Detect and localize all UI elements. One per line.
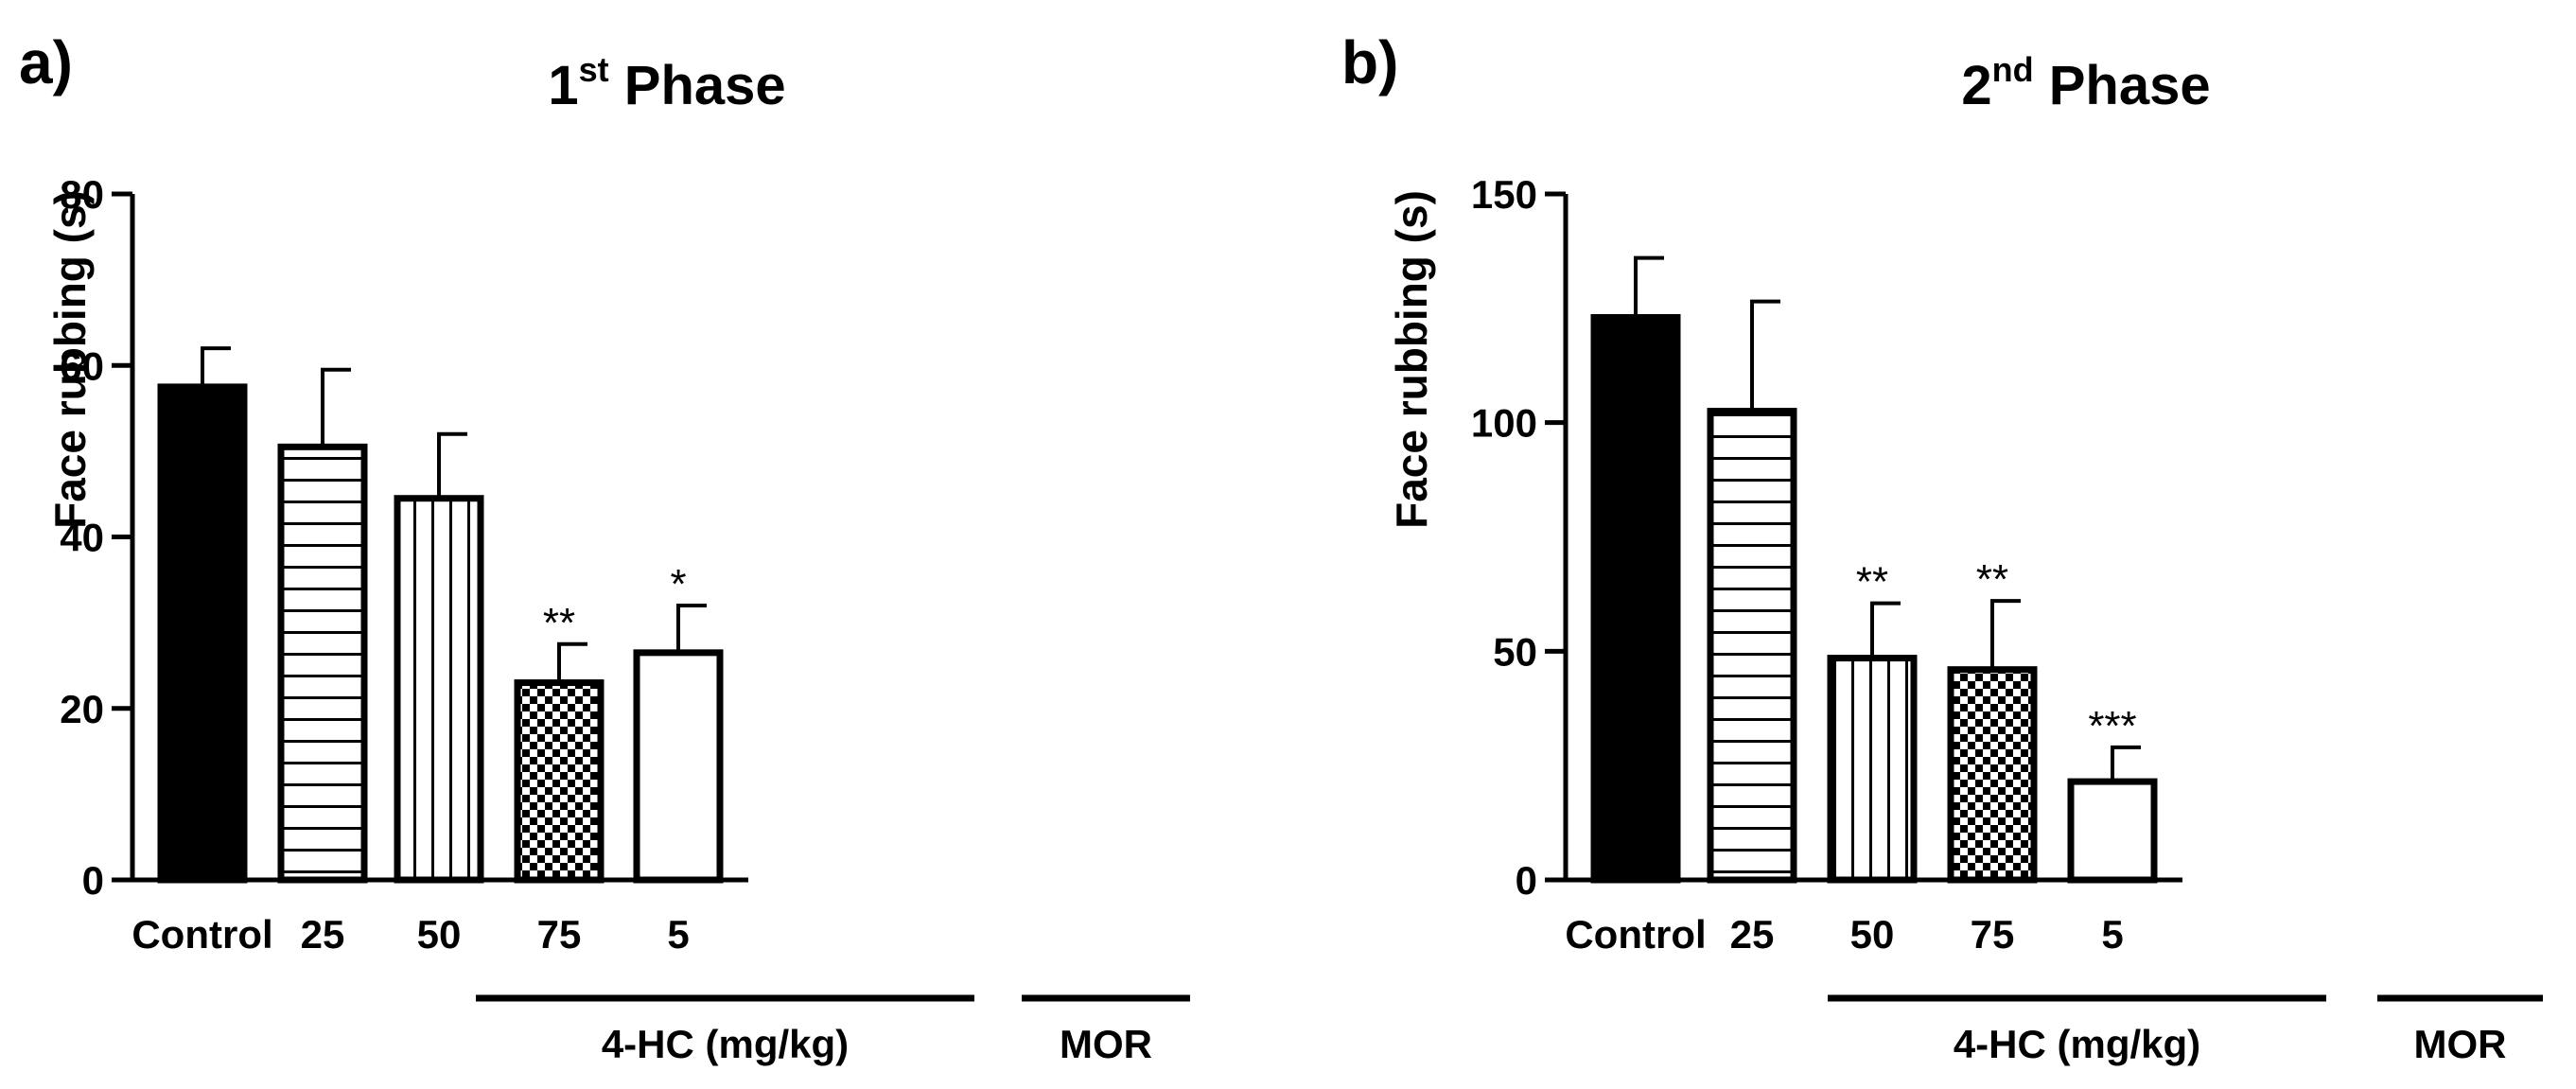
y-tick-label: 150 <box>1471 172 1537 217</box>
panel-title-sup: st <box>579 50 609 89</box>
bar <box>1707 408 1797 884</box>
panel-label: b) <box>1341 28 1398 97</box>
x-tick-label: 50 <box>1850 912 1895 957</box>
group-label: MOR <box>2414 1022 2507 1066</box>
panel-title-rest: Phase <box>609 55 786 116</box>
x-tick-label: 25 <box>1730 912 1775 957</box>
x-tick-label: 50 <box>417 912 462 957</box>
bar <box>514 679 605 884</box>
group-label: 4-HC (mg/kg) <box>602 1022 849 1066</box>
bar <box>1590 314 1681 884</box>
chart-marks: 0 20 40 60 80 Control 25 50 75 ** 5 * 4-HC (mg/kg) MO… <box>60 172 1190 1066</box>
bar <box>2067 778 2158 884</box>
significance-label: * <box>670 561 686 607</box>
panel-title-main: 1 <box>548 55 578 116</box>
bar <box>394 495 484 884</box>
bar <box>633 649 724 884</box>
x-tick-label: 75 <box>537 912 582 957</box>
y-tick-label: 20 <box>60 687 104 731</box>
group-label: MOR <box>1060 1022 1152 1066</box>
significance-label: ** <box>1976 556 2008 603</box>
bar <box>277 443 368 884</box>
chart-marks: 0 50 100 150 Control 25 50 ** 75 ** 5 *** 4-HC (mg/k… <box>1471 172 2543 1066</box>
bar <box>1827 655 1918 884</box>
x-tick-label: 75 <box>1971 912 2015 957</box>
x-tick-label: Control <box>131 912 272 957</box>
panel-title-sup: nd <box>1992 50 2034 89</box>
x-tick-label: Control <box>1565 912 1706 957</box>
panel-b: b) 2nd Phase Face rubbing (s) 0 50 100 150 C… <box>1341 28 2543 1066</box>
x-tick-label: 5 <box>2101 912 2123 957</box>
x-tick-label: 5 <box>667 912 689 957</box>
y-tick-label: 0 <box>1516 858 1537 903</box>
panel-title: 2nd Phase <box>1961 50 2210 116</box>
y-tick-label: 80 <box>60 172 104 217</box>
y-axis-label: Face rubbing (s) <box>1387 190 1436 529</box>
y-tick-label: 40 <box>60 516 104 560</box>
y-tick-label: 60 <box>60 343 104 388</box>
significance-label: ** <box>1856 559 1888 606</box>
panel-a: a) 1st Phase Face rubbing (s) 0 20 40 60 80 C… <box>19 28 1190 1066</box>
y-axis-label: Face rubbing (s) <box>45 190 95 529</box>
panel-label: a) <box>19 28 73 97</box>
group-label: 4-HC (mg/kg) <box>1954 1022 2200 1066</box>
significance-label: ** <box>543 600 575 646</box>
panel-title-rest: Phase <box>2034 55 2211 116</box>
bar <box>157 383 248 884</box>
x-tick-label: 25 <box>301 912 345 957</box>
y-tick-label: 100 <box>1471 401 1537 446</box>
y-tick-label: 0 <box>82 858 104 903</box>
panel-title: 1st Phase <box>548 50 785 116</box>
bar <box>1947 666 2038 884</box>
y-tick-label: 50 <box>1493 629 1537 674</box>
significance-label: *** <box>2088 703 2136 749</box>
panel-title-main: 2 <box>1961 55 1991 116</box>
